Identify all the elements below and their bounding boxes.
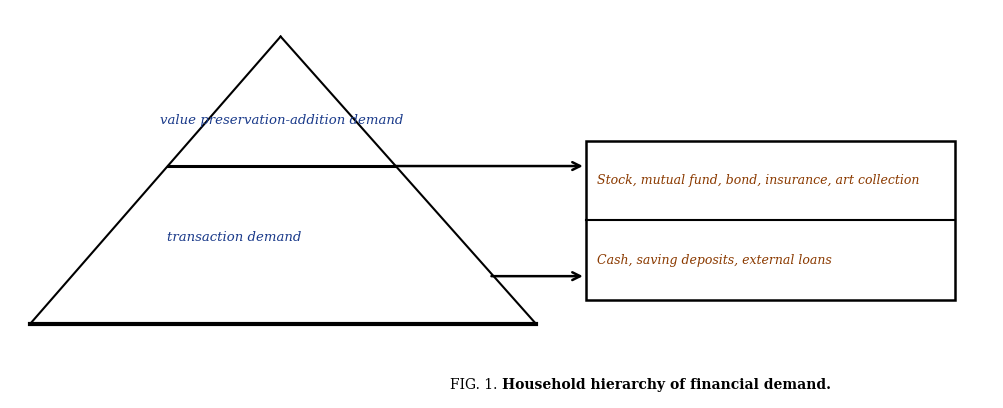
Text: transaction demand: transaction demand [166,231,301,244]
Bar [585,141,954,300]
Text: Cash, saving deposits, external loans: Cash, saving deposits, external loans [597,254,831,267]
Text: FIG. 1.: FIG. 1. [449,378,502,392]
Text: value preservation-addition demand: value preservation-addition demand [159,114,403,127]
Text: Stock, mutual fund, bond, insurance, art collection: Stock, mutual fund, bond, insurance, art… [597,174,919,187]
Text: Household hierarchy of financial demand.: Household hierarchy of financial demand. [502,378,830,392]
